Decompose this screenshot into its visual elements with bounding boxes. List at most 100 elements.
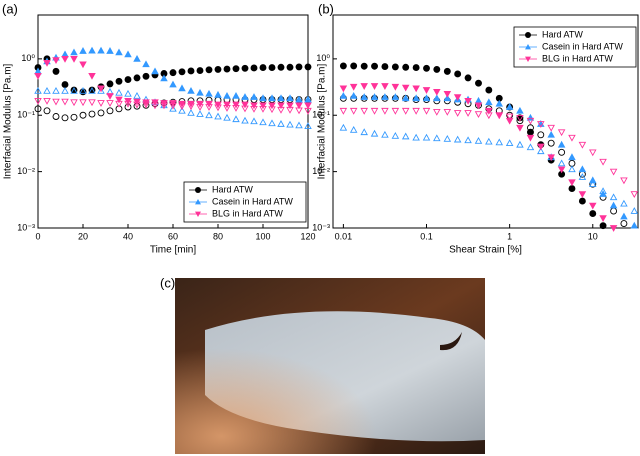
x-tick-label: 0.01 <box>335 231 353 241</box>
legend-marker <box>195 187 201 193</box>
storage-marker <box>169 80 177 88</box>
loss-marker <box>295 121 303 129</box>
storage-marker <box>474 96 483 104</box>
storage-marker <box>412 85 420 93</box>
loss-marker <box>412 133 420 141</box>
storage-marker <box>115 77 123 85</box>
storage-marker <box>304 102 312 110</box>
loss-marker <box>241 116 249 124</box>
storage-marker <box>124 98 132 105</box>
storage-marker <box>88 46 96 54</box>
loss-marker <box>34 87 42 94</box>
legend-label: Casein in Hard ATW <box>542 41 623 51</box>
loss-marker <box>516 140 524 148</box>
storage-marker <box>151 99 159 107</box>
storage-marker <box>422 94 431 102</box>
storage-marker <box>232 92 240 99</box>
storage-marker <box>557 140 566 148</box>
loss-marker <box>422 107 431 115</box>
loss-marker <box>630 207 639 214</box>
storage-marker <box>268 102 276 110</box>
loss-marker <box>433 108 441 116</box>
loss-marker <box>88 99 96 107</box>
legend-marker <box>195 211 201 217</box>
storage-marker <box>295 102 303 110</box>
storage-marker <box>547 130 555 138</box>
loss-marker <box>443 135 452 142</box>
storage-marker <box>178 84 186 92</box>
loss-marker <box>43 107 51 115</box>
storage-marker <box>609 201 618 209</box>
x-axis-title: Time [min] <box>150 245 197 256</box>
loss-marker <box>578 141 587 149</box>
storage-marker <box>578 191 587 198</box>
loss-marker <box>52 113 60 120</box>
storage-marker <box>250 93 258 100</box>
loss-marker <box>610 207 618 215</box>
storage-marker <box>133 54 141 62</box>
storage-marker <box>547 154 555 162</box>
loss-marker <box>250 117 258 125</box>
loss-marker <box>70 113 78 121</box>
storage-marker <box>106 47 114 54</box>
loss-marker <box>485 137 493 145</box>
storage-marker <box>79 47 87 54</box>
loss-marker <box>106 107 114 115</box>
loss-marker <box>79 111 87 119</box>
loss-marker <box>97 109 105 117</box>
storage-marker <box>205 66 213 74</box>
storage-marker <box>43 59 51 67</box>
plot-frame <box>332 14 639 229</box>
storage-marker <box>160 100 168 107</box>
loss-marker <box>349 107 358 115</box>
storage-marker <box>485 86 493 94</box>
loss-marker <box>578 173 587 180</box>
loss-marker <box>52 98 60 106</box>
loss-marker <box>526 117 535 125</box>
loss-marker <box>70 99 78 107</box>
storage-marker <box>304 63 312 71</box>
storage-marker <box>214 90 222 98</box>
y-axis-title: Interfacial Modulus [Pa.m] <box>317 63 328 179</box>
loss-marker <box>360 128 368 136</box>
storage-marker <box>187 87 195 94</box>
storage-marker <box>223 101 231 109</box>
loss-marker <box>97 100 105 107</box>
storage-marker <box>474 102 483 110</box>
storage-marker <box>241 64 249 72</box>
loss-marker <box>79 87 87 94</box>
storage-marker <box>401 84 410 92</box>
storage-marker <box>178 100 186 108</box>
storage-marker <box>295 95 303 103</box>
storage-marker <box>599 215 607 222</box>
loss-marker <box>474 137 483 144</box>
loss-marker <box>169 104 177 112</box>
loss-marker <box>547 124 555 132</box>
storage-marker <box>620 212 628 220</box>
storage-marker <box>527 128 534 136</box>
storage-marker <box>250 102 258 110</box>
loss-marker <box>558 148 566 156</box>
storage-marker <box>391 63 399 71</box>
storage-marker <box>232 65 240 73</box>
loss-marker <box>506 111 514 119</box>
loss-marker <box>124 89 132 97</box>
storage-marker <box>505 103 514 110</box>
loss-marker <box>349 125 358 133</box>
loss-marker <box>115 105 123 113</box>
storage-marker <box>259 94 267 102</box>
storage-marker <box>495 112 504 120</box>
loss-marker <box>599 158 607 166</box>
storage-marker <box>391 93 400 100</box>
panel-label: (b) <box>318 1 334 16</box>
storage-marker <box>277 102 285 110</box>
legend-marker <box>525 44 531 50</box>
loss-marker <box>391 131 400 139</box>
storage-marker <box>169 69 177 77</box>
loss-marker <box>277 120 285 127</box>
loss-marker <box>61 114 69 122</box>
loss-marker <box>401 107 410 115</box>
loss-marker <box>196 110 204 117</box>
x-axis-title: Shear Strain [%] <box>449 245 522 256</box>
storage-marker <box>433 94 441 102</box>
